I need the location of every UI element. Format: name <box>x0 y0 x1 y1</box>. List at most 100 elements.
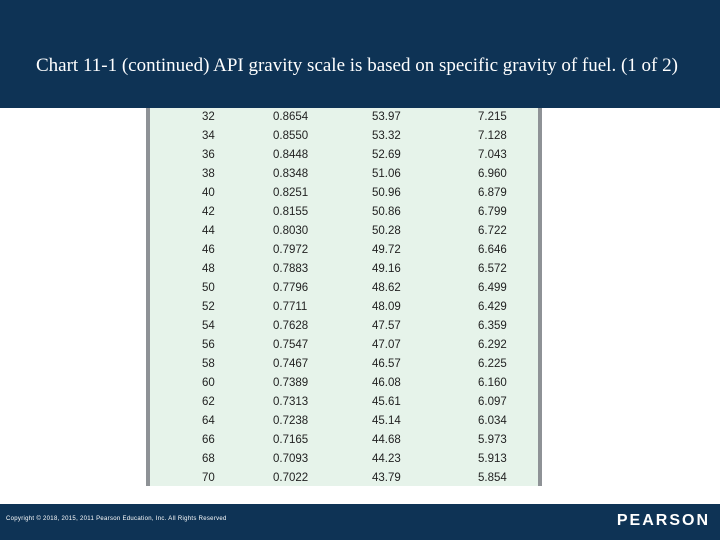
table-cell: 51.06 <box>372 168 401 180</box>
table-row: 52 0.7711 48.09 6.429 <box>150 298 538 317</box>
table-cell: 0.8654 <box>273 111 309 123</box>
table-cell: 0.7389 <box>273 377 309 389</box>
table-row: 58 0.7467 46.57 6.225 <box>150 355 538 374</box>
table-cell: 6.799 <box>478 206 507 218</box>
table-cell: 44.68 <box>372 434 401 446</box>
table-cell: 70 <box>202 472 215 484</box>
table-cell: 0.7972 <box>273 244 309 256</box>
table-cell: 0.7093 <box>273 453 309 465</box>
table-cell: 0.8251 <box>273 187 309 199</box>
table-cell: 64 <box>202 415 215 427</box>
table-cell: 58 <box>202 358 215 370</box>
table-cell: 50 <box>202 282 215 294</box>
table-cell: 50.96 <box>372 187 401 199</box>
table-cell: 6.034 <box>478 415 507 427</box>
table-cell: 52 <box>202 301 215 313</box>
table-cell: 0.8448 <box>273 149 309 161</box>
table-row: 36 0.8448 52.69 7.043 <box>150 146 538 165</box>
table-cell: 45.14 <box>372 415 401 427</box>
table-row: 42 0.8155 50.86 6.799 <box>150 203 538 222</box>
table-cell: 49.16 <box>372 263 401 275</box>
slide-footer: Copyright © 2018, 2015, 2011 Pearson Edu… <box>0 504 720 540</box>
table-cell: 68 <box>202 453 215 465</box>
table-row: 70 0.7022 43.79 5.854 <box>150 469 538 488</box>
table-cell: 6.722 <box>478 225 507 237</box>
table-cell: 7.215 <box>478 111 507 123</box>
table-cell: 6.429 <box>478 301 507 313</box>
table-cell: 5.854 <box>478 472 507 484</box>
table-cell: 46 <box>202 244 215 256</box>
pearson-logo: PEARSON <box>616 512 710 529</box>
table-cell: 36 <box>202 149 215 161</box>
table-cell: 0.8348 <box>273 168 309 180</box>
table-cell: 0.7628 <box>273 320 309 332</box>
table-cell: 48.62 <box>372 282 401 294</box>
table-cell: 34 <box>202 130 215 142</box>
table-cell: 44 <box>202 225 215 237</box>
table-row: 44 0.8030 50.28 6.722 <box>150 222 538 241</box>
table-cell: 0.7022 <box>273 472 309 484</box>
table-cell: 45.61 <box>372 396 401 408</box>
table-cell: 0.7165 <box>273 434 309 446</box>
table-cell: 5.973 <box>478 434 507 446</box>
table-cell: 6.499 <box>478 282 507 294</box>
table-row: 38 0.8348 51.06 6.960 <box>150 165 538 184</box>
table-cell: 40 <box>202 187 215 199</box>
table-cell: 62 <box>202 396 215 408</box>
table-cell: 49.72 <box>372 244 401 256</box>
table-cell: 0.7467 <box>273 358 309 370</box>
table-cell: 66 <box>202 434 215 446</box>
slide-title: Chart 11-1 (continued) API gravity scale… <box>36 55 678 76</box>
table-cell: 0.7313 <box>273 396 309 408</box>
table-row: 46 0.7972 49.72 6.646 <box>150 241 538 260</box>
table-row: 32 0.8654 53.97 7.215 <box>150 108 538 127</box>
table-cell: 0.8030 <box>273 225 309 237</box>
table-cell: 6.646 <box>478 244 507 256</box>
table-cell: 50.28 <box>372 225 401 237</box>
table-cell: 7.128 <box>478 130 507 142</box>
table-cell: 52.69 <box>372 149 401 161</box>
table-cell: 32 <box>202 111 215 123</box>
table-cell: 38 <box>202 168 215 180</box>
table-cell: 0.7547 <box>273 339 309 351</box>
table-cell: 5.913 <box>478 453 507 465</box>
table-cell: 6.572 <box>478 263 507 275</box>
table-cell: 6.097 <box>478 396 507 408</box>
table-cell: 50.86 <box>372 206 401 218</box>
table-cell: 48.09 <box>372 301 401 313</box>
table-cell: 53.97 <box>372 111 401 123</box>
slide-header: Chart 11-1 (continued) API gravity scale… <box>0 0 720 108</box>
table-cell: 46.57 <box>372 358 401 370</box>
table-cell: 47.07 <box>372 339 401 351</box>
table-cell: 0.7883 <box>273 263 309 275</box>
table-cell: 0.8155 <box>273 206 309 218</box>
table-row: 56 0.7547 47.07 6.292 <box>150 336 538 355</box>
table-cell: 6.225 <box>478 358 507 370</box>
table-cell: 44.23 <box>372 453 401 465</box>
table-row: 54 0.7628 47.57 6.359 <box>150 317 538 336</box>
table-cell: 7.043 <box>478 149 507 161</box>
table-row: 64 0.7238 45.14 6.034 <box>150 412 538 431</box>
table-row: 50 0.7796 48.62 6.499 <box>150 279 538 298</box>
table-cell: 60 <box>202 377 215 389</box>
table-cell: 6.960 <box>478 168 507 180</box>
table-row: 34 0.8550 53.32 7.128 <box>150 127 538 146</box>
table-cell: 6.879 <box>478 187 507 199</box>
table-row: 66 0.7165 44.68 5.973 <box>150 431 538 450</box>
table-cell: 0.7711 <box>273 301 308 313</box>
table-row: 48 0.7883 49.16 6.572 <box>150 260 538 279</box>
table-row: 60 0.7389 46.08 6.160 <box>150 374 538 393</box>
table-cell: 48 <box>202 263 215 275</box>
table-cell: 56 <box>202 339 215 351</box>
table-cell: 0.7238 <box>273 415 309 427</box>
table-cell: 43.79 <box>372 472 401 484</box>
table-cell: 54 <box>202 320 215 332</box>
table-cell: 6.359 <box>478 320 507 332</box>
copyright-notice: Copyright © 2018, 2015, 2011 Pearson Edu… <box>6 516 227 522</box>
table-cell: 6.160 <box>478 377 507 389</box>
table-cell: 6.292 <box>478 339 507 351</box>
table-cell: 42 <box>202 206 215 218</box>
table-row: 40 0.8251 50.96 6.879 <box>150 184 538 203</box>
table-cell: 46.08 <box>372 377 401 389</box>
table-cell: 0.8550 <box>273 130 309 142</box>
